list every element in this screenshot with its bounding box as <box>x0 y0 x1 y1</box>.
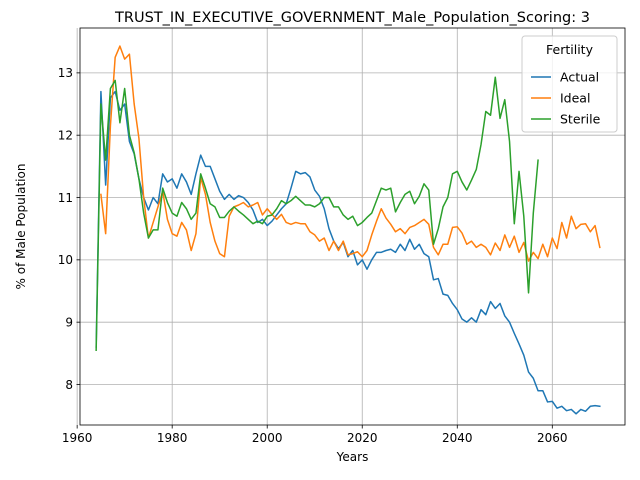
y-tick-label: 11 <box>58 191 73 205</box>
x-tick-label: 1960 <box>62 431 93 445</box>
series-line-actual <box>95 90 601 415</box>
y-tick-label: 9 <box>65 315 73 329</box>
x-axis-ticks: 1960 1980 2000 2020 2040 2060 <box>62 425 568 445</box>
plot-area-frame <box>79 27 626 426</box>
y-tick-label: 12 <box>58 128 73 142</box>
y-tick-label: 10 <box>58 253 73 267</box>
x-tick-label: 1980 <box>157 431 188 445</box>
x-axis-label: Years <box>336 450 369 464</box>
legend-title: Fertility <box>546 42 594 57</box>
x-tick-label: 2040 <box>442 431 473 445</box>
y-axis-label: % of Male Population <box>14 164 28 290</box>
legend: Fertility Actual Ideal Sterile <box>521 35 618 133</box>
chart-title: TRUST_IN_EXECUTIVE_GOVERNMENT_Male_Popul… <box>114 10 590 26</box>
legend-items: Actual Ideal Sterile <box>531 70 601 127</box>
series-line-ideal <box>100 45 601 262</box>
legend-label-actual: Actual <box>560 70 599 85</box>
legend-label-sterile: Sterile <box>560 112 601 127</box>
series-line-sterile <box>95 76 539 351</box>
y-axis-ticks: 8 9 10 11 12 13 <box>58 66 80 392</box>
x-tick-label: 2060 <box>537 431 568 445</box>
series-lines <box>95 45 601 415</box>
y-tick-label: 13 <box>58 66 73 80</box>
y-tick-label: 8 <box>65 378 73 392</box>
x-tick-label: 2020 <box>347 431 378 445</box>
x-tick-label: 2000 <box>252 431 283 445</box>
legend-label-ideal: Ideal <box>560 91 590 106</box>
legend-box <box>521 35 618 133</box>
